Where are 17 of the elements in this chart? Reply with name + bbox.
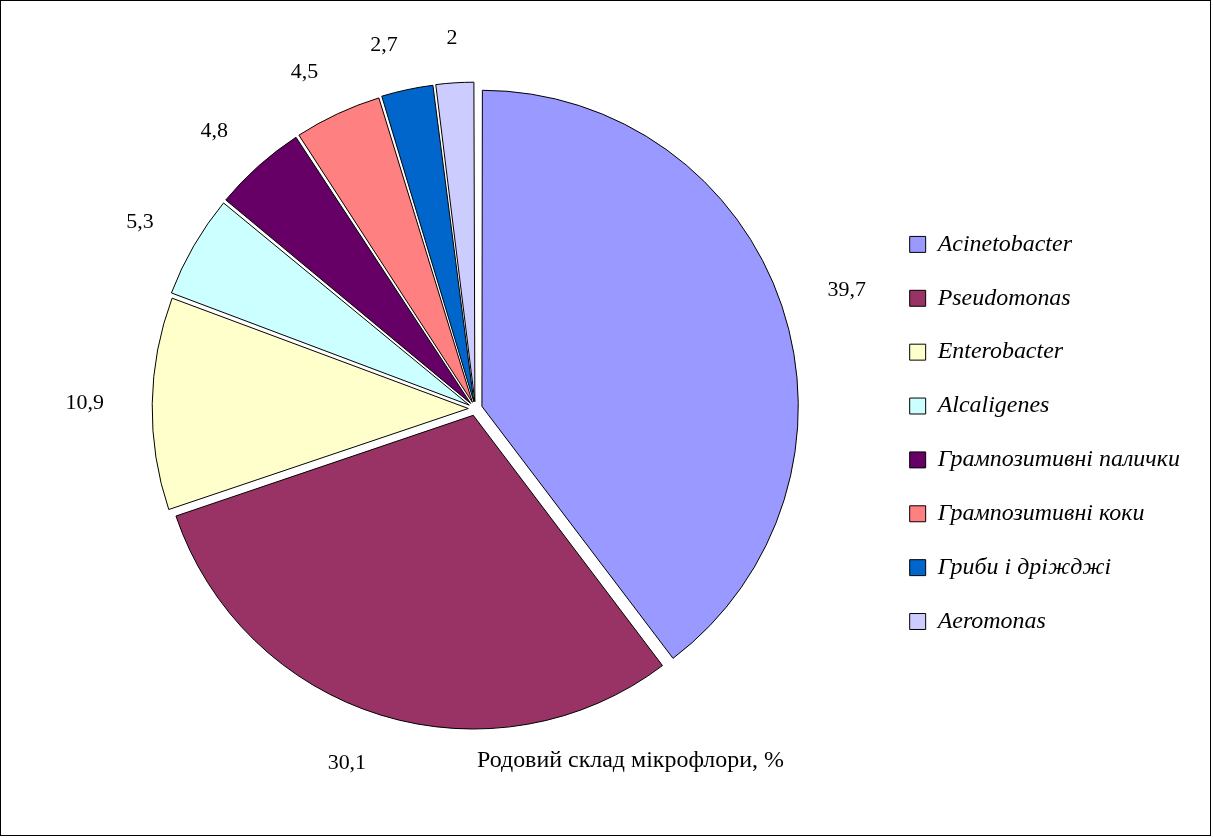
legend-label: Гриби і дріжджі <box>936 552 1112 579</box>
data-label: 2 <box>446 23 458 49</box>
data-label: 2,7 <box>370 31 398 57</box>
data-label: 4,8 <box>200 117 228 143</box>
text: Родовий склад мікрофлори, % <box>476 746 785 773</box>
legend-label: Acinetobacter <box>935 229 1073 256</box>
legend-label: Pseudomonas <box>936 283 1071 310</box>
legend-label: Enterobacter <box>936 337 1064 364</box>
legend-label: Alcaligenes <box>935 391 1050 418</box>
data-label: 39,7 <box>827 276 866 302</box>
data-label: 10,9 <box>65 388 104 414</box>
legend-label: Грампозитивні палички <box>936 445 1180 472</box>
legend-label: Aeromonas <box>935 606 1046 633</box>
legend-label: Грампозитивні коки <box>936 499 1145 526</box>
data-label: 5,3 <box>126 208 154 234</box>
data-label: 4,5 <box>290 58 319 84</box>
data-label: 30,1 <box>327 749 367 775</box>
